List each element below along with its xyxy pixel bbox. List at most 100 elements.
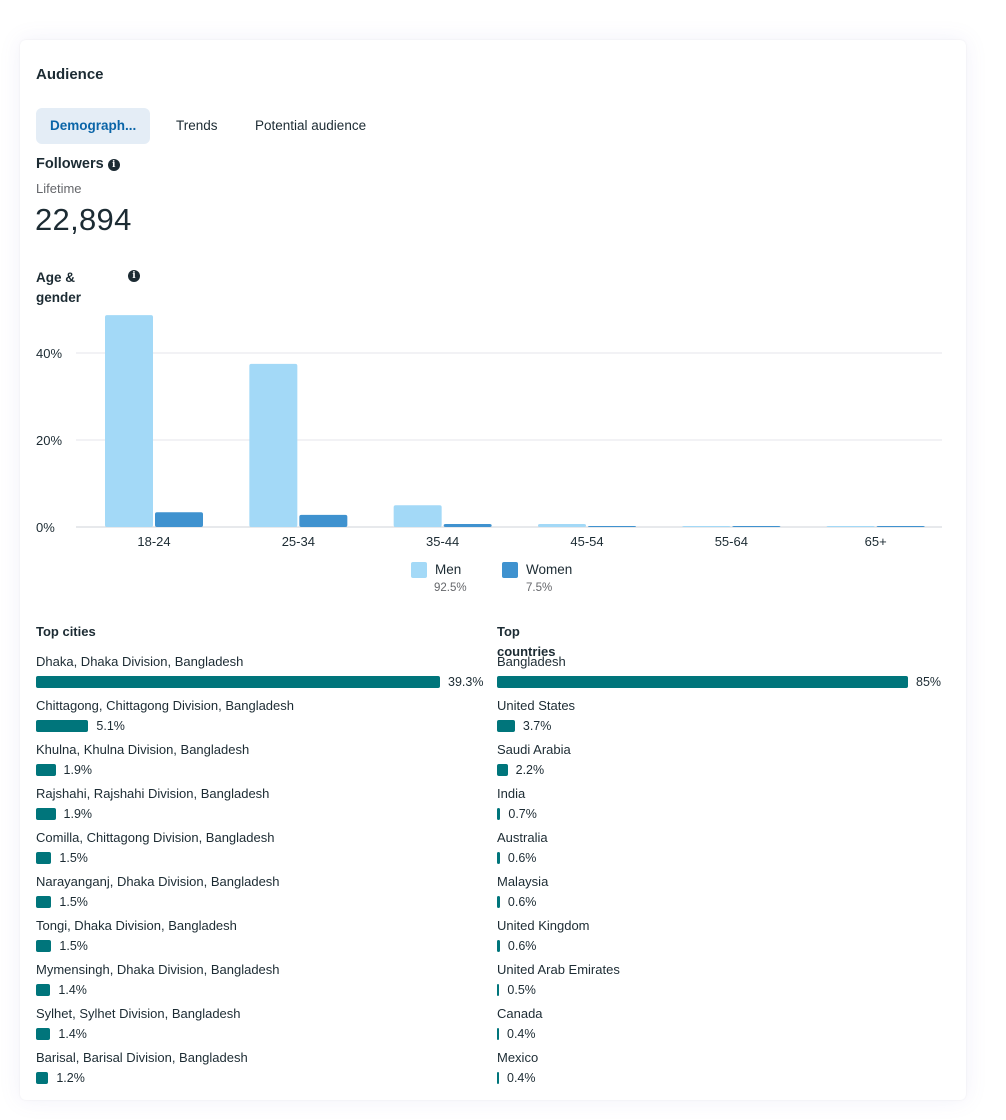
list-item-value: 0.6% [507, 939, 537, 953]
y-tick-label: 40% [36, 346, 62, 361]
tab-trends[interactable]: Trends [176, 118, 218, 133]
audience-card: Audience Demograph... Trends Potential a… [20, 40, 966, 1100]
legend-percent-men: 92.5% [434, 582, 467, 594]
bar-women-35-44 [443, 523, 492, 527]
x-tick-label: 25-34 [282, 534, 315, 549]
list-item-value: 0.6% [507, 851, 537, 865]
age-gender-title: Age & gender [36, 270, 82, 305]
list-item-value: 0.5% [507, 983, 536, 997]
list-item-label: Narayanganj, Dhaka Division, Bangladesh [36, 874, 280, 889]
list-item-bar [36, 764, 56, 776]
list-item-bar [36, 808, 56, 820]
followers-count: 22,894 [35, 202, 132, 237]
list-item-label: United Arab Emirates [497, 962, 620, 977]
list-item-label: Barisal, Barisal Division, Bangladesh [36, 1050, 248, 1065]
list-item-value: 1.5% [59, 895, 88, 909]
list-item-label: Tongi, Dhaka Division, Bangladesh [36, 918, 237, 933]
info-icon[interactable]: i [107, 159, 120, 171]
list-item-bar [36, 896, 52, 908]
legend-swatch-men [411, 562, 427, 578]
x-tick-label: 45-54 [570, 534, 603, 549]
list-item-bar [36, 852, 52, 864]
bar-men-55-64 [682, 526, 731, 527]
list-item-bar [497, 940, 500, 952]
info-icon[interactable]: i [128, 270, 140, 282]
x-tick-label: 65+ [865, 534, 887, 549]
list-item-label: Rajshahi, Rajshahi Division, Bangladesh [36, 786, 270, 801]
tab-potential-audience[interactable]: Potential audience [255, 118, 367, 133]
list-item-bar [497, 984, 500, 996]
list-item-value: 0.6% [507, 895, 537, 909]
list-item-bar [36, 984, 51, 996]
bar-men-35-44 [393, 505, 442, 527]
list-item-label: Dhaka, Dhaka Division, Bangladesh [36, 654, 244, 669]
list-item-value: 1.5% [59, 851, 88, 865]
list-item-bar [36, 1072, 49, 1084]
list-item-label: Malaysia [497, 874, 549, 889]
list-item-value: 1.4% [58, 1027, 87, 1041]
list-item-bar [497, 1028, 499, 1040]
bar-women-18-24 [155, 512, 203, 527]
list-item-label: India [497, 786, 526, 801]
legend-label-men: Men [435, 562, 462, 577]
list-item-label: Mexico [497, 1050, 539, 1065]
list-item-value: 1.2% [56, 1071, 85, 1085]
list-item-bar [36, 1028, 51, 1040]
list-item-bar [36, 720, 89, 732]
list-item-value: 1.4% [58, 983, 87, 997]
list-item-bar [497, 720, 515, 732]
list-item-value: 0.4% [507, 1027, 536, 1041]
period-label: Lifetime [36, 181, 82, 196]
list-item-value: 0.7% [508, 807, 537, 821]
list-item-value: 1.5% [59, 939, 88, 953]
age-gender-chart: 0% 20% 40% 18-24 25-34 35-44 45-54 55-64 65+ [36, 315, 942, 549]
followers-heading: Followers i [36, 156, 120, 172]
y-tick-label: 20% [36, 433, 62, 448]
legend-label-women: Women [526, 562, 573, 577]
legend-percent-women: 7.5% [526, 582, 553, 594]
top-countries-title: Top countries [497, 624, 556, 659]
list-item-value: 3.7% [522, 719, 552, 733]
bar-women-25-34 [299, 514, 348, 527]
top-cities-title: Top cities [36, 624, 96, 639]
list-item-label: Chittagong, Chittagong Division, Banglad… [36, 698, 295, 713]
followers-label: Followers [36, 156, 104, 172]
list-item-value: 1.9% [63, 763, 93, 777]
list-item-value: 2.2% [515, 763, 545, 777]
x-tick-label: 18-24 [137, 534, 170, 549]
bar-women-45-54 [588, 526, 636, 527]
list-item-label: United States [497, 698, 576, 713]
list-item-bar [497, 896, 500, 908]
card-title: Audience [36, 66, 104, 83]
list-item-label: Mymensingh, Dhaka Division, Bangladesh [36, 962, 280, 977]
bar-women-65+ [876, 526, 925, 527]
tab-demographics[interactable]: Demograph... [36, 108, 151, 144]
legend-swatch-women [502, 562, 518, 578]
bar-women-55-64 [732, 526, 781, 527]
x-tick-label: 55-64 [715, 534, 748, 549]
bar-men-18-24 [105, 315, 153, 527]
list-item-value: 0.4% [507, 1071, 536, 1085]
list-item-value: 5.1% [96, 719, 125, 733]
list-item-label: United Kingdom [497, 918, 590, 933]
x-tick-label: 35-44 [426, 534, 459, 549]
list-item-label: Canada [497, 1006, 543, 1021]
list-item-value: 85% [916, 675, 942, 689]
bar-men-25-34 [249, 363, 298, 527]
list-item-label: Sylhet, Sylhet Division, Bangladesh [36, 1006, 241, 1021]
list-item-bar [497, 764, 508, 776]
list-item-value: 1.9% [63, 807, 93, 821]
y-tick-label: 0% [36, 520, 55, 535]
list-item-bar [497, 852, 500, 864]
bar-men-65+ [826, 526, 875, 527]
list-item-label: Australia [497, 830, 548, 845]
list-item-label: Saudi Arabia [497, 742, 571, 757]
list-item-value: 39.3% [448, 675, 484, 689]
bar-men-45-54 [538, 523, 586, 527]
list-item-bar [497, 676, 908, 688]
list-item-bar [497, 1072, 499, 1084]
list-item-bar [36, 676, 440, 688]
list-item-bar [36, 940, 52, 952]
list-item-label: Bangladesh [497, 654, 566, 669]
list-item-label: Comilla, Chittagong Division, Bangladesh [36, 830, 275, 845]
